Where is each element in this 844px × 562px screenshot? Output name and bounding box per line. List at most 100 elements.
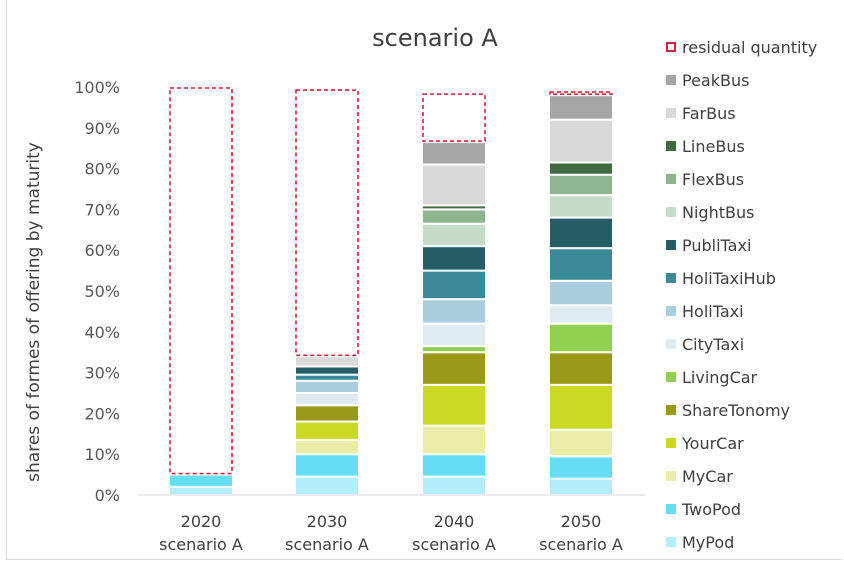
legend-swatch [666, 240, 676, 250]
legend-swatch [666, 75, 676, 85]
legend-label: FarBus [682, 103, 736, 123]
x-tick-label-year: 2040 [434, 512, 475, 531]
x-tick-label-scenario: scenario A [412, 535, 496, 554]
y-tick-label: 60% [84, 241, 120, 260]
bar-segment-nightbus [548, 194, 614, 219]
y-tick-label: 20% [84, 404, 120, 423]
legend-label: NightBus [682, 202, 755, 222]
bar-segment-twopod [294, 453, 360, 478]
bar-segment-holitaxihub [421, 269, 487, 301]
bar-segment-sharetonomy [294, 404, 360, 423]
bar-segment-mypod [548, 477, 614, 496]
bar-segment-yourcar [294, 420, 360, 441]
bar-segment-holitaxi [421, 298, 487, 325]
bar-segment-sharetonomy [421, 351, 487, 386]
bar-segment-citytaxi [548, 304, 614, 325]
y-tick-label: 10% [84, 445, 120, 464]
legend-swatch [666, 405, 676, 415]
bar-segment-farbus [421, 163, 487, 207]
bar-segment-residual-quantity [422, 93, 486, 142]
legend-label: YourCar [682, 433, 744, 453]
y-tick-label: 30% [84, 364, 120, 383]
legend-label: LineBus [682, 136, 745, 156]
legend-item-livingcar: LivingCar [666, 366, 757, 388]
legend-swatch [666, 306, 676, 316]
y-tick-label: 0% [95, 486, 120, 505]
bar-segment-residual-quantity [549, 91, 613, 95]
x-tick-label-scenario: scenario A [159, 535, 243, 554]
x-tick-label-year: 2020 [181, 512, 222, 531]
bar-segment-livingcar [548, 322, 614, 354]
bar-segment-holitaxi [548, 279, 614, 307]
bar-segment-mycar [548, 428, 614, 458]
bar-segment-flexbus [548, 173, 614, 197]
legend-swatch [666, 438, 676, 448]
legend-item-holitaxihub: HoliTaxiHub [666, 267, 776, 289]
bar-segment-citytaxi [294, 392, 360, 407]
legend-label: HoliTaxi [682, 301, 744, 321]
legend-label: TwoPod [682, 499, 742, 519]
legend-label: ShareTonomy [682, 400, 790, 420]
bar-segment-sharetonomy [548, 351, 614, 386]
bar-segment-mypod [294, 475, 360, 497]
legend-label: LivingCar [682, 367, 758, 387]
legend-swatch [666, 471, 676, 481]
legend-item-mypod: MyPod [666, 531, 734, 553]
bar-segment-twopod [168, 473, 234, 488]
legend-label: CityTaxi [682, 334, 745, 354]
legend-item-publitaxi: PubliTaxi [666, 234, 751, 256]
bar-segment-residual-quantity [169, 87, 233, 475]
legend-item-citytaxi: CityTaxi [666, 333, 744, 355]
legend-item-twopod: TwoPod [666, 498, 741, 520]
bar-segment-publitaxi [548, 216, 614, 250]
legend-swatch [666, 339, 676, 349]
legend-label: MyCar [682, 466, 733, 486]
bar-segment-twopod [548, 455, 614, 480]
legend-label: FlexBus [682, 169, 745, 189]
legend-swatch [666, 273, 676, 283]
y-tick-label: 90% [84, 119, 120, 138]
bar-segment-mypod [421, 475, 487, 497]
bar-segment-mycar [421, 424, 487, 456]
y-tick-label: 40% [84, 323, 120, 342]
bar-segment-publitaxi [294, 365, 360, 376]
legend-label: MyPod [682, 532, 735, 552]
legend-item-flexbus: FlexBus [666, 168, 744, 190]
bar-segment-twopod [421, 453, 487, 478]
bar-segment-farbus [548, 118, 614, 164]
legend-swatch [666, 141, 676, 151]
legend-item-residual-quantity: residual quantity [666, 36, 817, 58]
chart-title: scenario A [372, 24, 498, 52]
bar-segment-peakbus [548, 94, 614, 121]
legend-swatch [666, 504, 676, 514]
bar-segment-residual-quantity [295, 89, 359, 357]
legend-swatch [666, 42, 676, 52]
bar-segment-farbus [294, 355, 360, 368]
legend-label: HoliTaxiHub [682, 268, 776, 288]
legend-label: PeakBus [682, 70, 750, 90]
legend-item-linebus: LineBus [666, 135, 745, 157]
y-tick-label: 50% [84, 282, 120, 301]
legend-label: PubliTaxi [682, 235, 752, 255]
bar-segment-peakbus [421, 141, 487, 166]
legend-item-sharetonomy: ShareTonomy [666, 399, 790, 421]
bar-segment-yourcar [421, 383, 487, 427]
chart-frame [6, 0, 842, 560]
legend-item-yourcar: YourCar [666, 432, 744, 454]
bar-segment-nightbus [421, 222, 487, 248]
legend-swatch [666, 108, 676, 118]
legend-item-holitaxi: HoliTaxi [666, 300, 744, 322]
bar-segment-flexbus [421, 208, 487, 225]
x-tick-label-scenario: scenario A [539, 535, 623, 554]
bar-segment-publitaxi [421, 245, 487, 272]
legend-swatch [666, 372, 676, 382]
bar-segment-yourcar [548, 383, 614, 431]
bar-segment-linebus [548, 161, 614, 176]
bar-segment-holitaxihub [548, 247, 614, 282]
legend-swatch [666, 174, 676, 184]
y-tick-label: 70% [84, 200, 120, 219]
bar-segment-citytaxi [421, 322, 487, 348]
x-tick-label-year: 2050 [561, 512, 602, 531]
legend-swatch [666, 537, 676, 547]
